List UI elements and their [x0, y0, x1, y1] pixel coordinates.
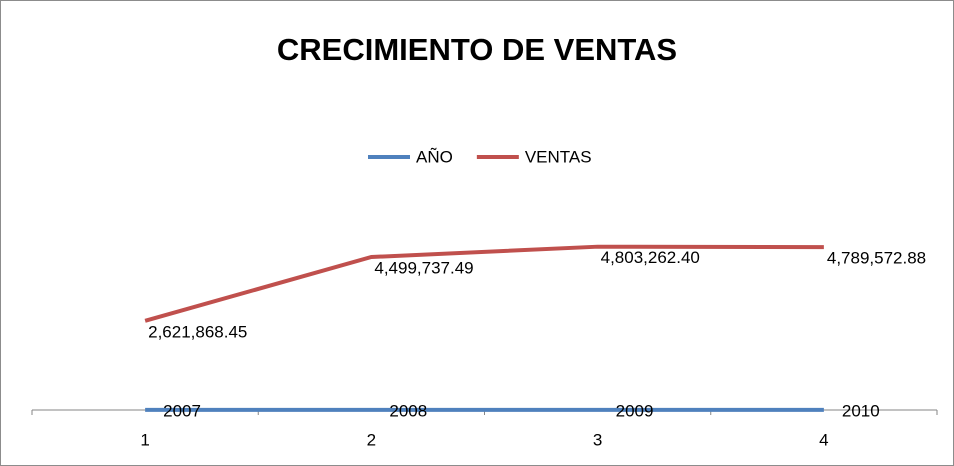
- legend-label: AÑO: [416, 147, 453, 166]
- data-label: 4,499,737.49: [374, 258, 473, 277]
- data-label: 2009: [616, 401, 654, 420]
- x-tick-label: 1: [140, 430, 149, 449]
- series-line: [144, 244, 824, 323]
- data-label: 2,621,868.45: [148, 322, 247, 341]
- data-label: 4,789,572.88: [827, 249, 926, 268]
- chart-title: CRECIMIENTO DE VENTAS: [277, 32, 677, 67]
- data-label: 4,803,262.40: [601, 248, 700, 267]
- x-tick-label: 2: [367, 430, 376, 449]
- data-label: 2007: [163, 401, 201, 420]
- x-tick-label: 3: [593, 430, 602, 449]
- data-label: 2008: [389, 401, 427, 420]
- x-tick-label: 4: [819, 430, 828, 449]
- data-label: 2010: [842, 401, 880, 420]
- legend-label: VENTAS: [525, 147, 592, 166]
